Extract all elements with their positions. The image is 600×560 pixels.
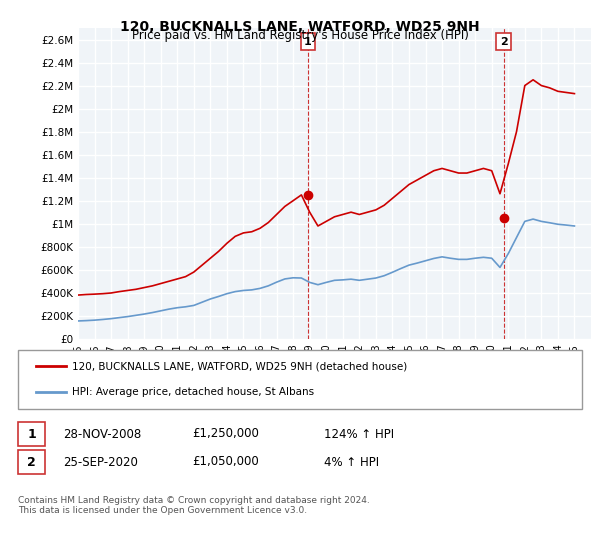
Text: 124% ↑ HPI: 124% ↑ HPI: [324, 427, 394, 441]
Text: £1,250,000: £1,250,000: [192, 427, 259, 441]
Text: 1: 1: [27, 427, 36, 441]
Text: Contains HM Land Registry data © Crown copyright and database right 2024.
This d: Contains HM Land Registry data © Crown c…: [18, 496, 370, 515]
Text: 1: 1: [304, 37, 312, 47]
Text: Price paid vs. HM Land Registry's House Price Index (HPI): Price paid vs. HM Land Registry's House …: [131, 29, 469, 42]
Text: 25-SEP-2020: 25-SEP-2020: [63, 455, 138, 469]
Text: HPI: Average price, detached house, St Albans: HPI: Average price, detached house, St A…: [72, 388, 314, 398]
Text: 2: 2: [500, 37, 508, 47]
Text: 4% ↑ HPI: 4% ↑ HPI: [324, 455, 379, 469]
Text: 120, BUCKNALLS LANE, WATFORD, WD25 9NH: 120, BUCKNALLS LANE, WATFORD, WD25 9NH: [120, 20, 480, 34]
Text: 28-NOV-2008: 28-NOV-2008: [63, 427, 141, 441]
Text: 2: 2: [27, 455, 36, 469]
Text: £1,050,000: £1,050,000: [192, 455, 259, 469]
Text: 120, BUCKNALLS LANE, WATFORD, WD25 9NH (detached house): 120, BUCKNALLS LANE, WATFORD, WD25 9NH (…: [72, 361, 407, 371]
